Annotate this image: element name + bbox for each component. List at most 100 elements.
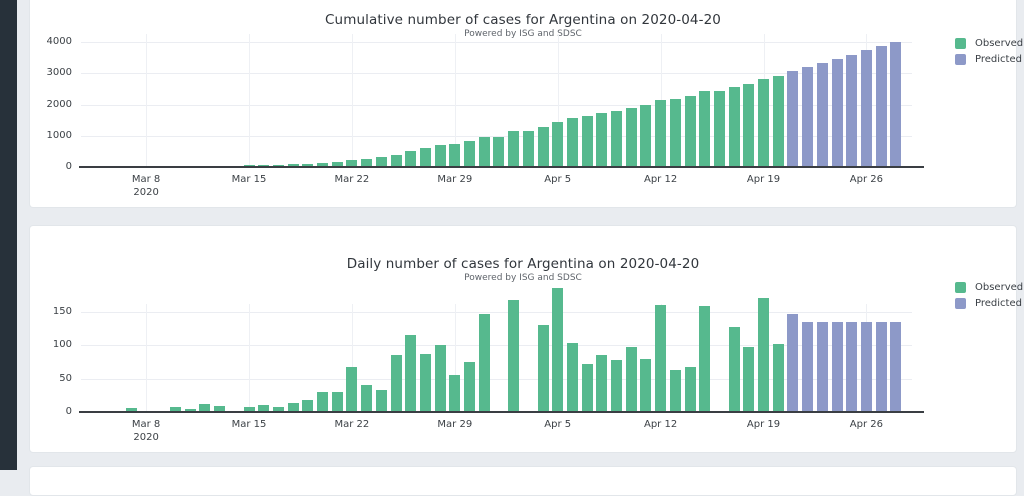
bar-observed[interactable] <box>685 367 696 412</box>
bar-predicted[interactable] <box>890 42 901 167</box>
bar-observed[interactable] <box>729 87 740 167</box>
bar-observed[interactable] <box>773 76 784 167</box>
daily-chart-card: Daily number of cases for Argentina on 2… <box>29 225 1017 453</box>
bar-observed[interactable] <box>405 335 416 412</box>
bar-observed[interactable] <box>640 105 651 167</box>
bar-observed[interactable] <box>596 355 607 412</box>
bar-predicted[interactable] <box>890 322 901 412</box>
bar-observed[interactable] <box>552 288 563 412</box>
bar-observed[interactable] <box>449 375 460 412</box>
y-axis-tick-label: 150 <box>30 306 72 318</box>
y-axis-tick-label: 1000 <box>30 130 72 142</box>
bar-observed[interactable] <box>435 145 446 167</box>
bar-predicted[interactable] <box>817 322 828 412</box>
bar-observed[interactable] <box>743 347 754 412</box>
x-axis-tick-label: Apr 26 <box>836 419 896 431</box>
bar-observed[interactable] <box>640 359 651 412</box>
x-gridline <box>352 34 353 167</box>
bar-observed[interactable] <box>685 96 696 167</box>
x-axis-tick-label: Mar 22 <box>322 174 382 186</box>
x-axis-tick-label: Apr 12 <box>631 419 691 431</box>
bar-observed[interactable] <box>655 305 666 412</box>
bar-observed[interactable] <box>567 118 578 167</box>
x-gridline <box>249 304 250 412</box>
bar-observed[interactable] <box>435 345 446 412</box>
bar-observed[interactable] <box>626 108 637 167</box>
bar-predicted[interactable] <box>787 314 798 412</box>
x-axis-tick-label: Mar 29 <box>425 174 485 186</box>
bar-observed[interactable] <box>567 343 578 412</box>
x-axis-tick-label: Apr 12 <box>631 174 691 186</box>
bar-observed[interactable] <box>670 370 681 412</box>
bar-observed[interactable] <box>391 355 402 412</box>
bar-predicted[interactable] <box>876 322 887 412</box>
x-axis-tick-label: Apr 19 <box>734 419 794 431</box>
bar-observed[interactable] <box>699 306 710 412</box>
bar-observed[interactable] <box>332 392 343 412</box>
bar-observed[interactable] <box>464 362 475 412</box>
x-axis-line <box>79 166 924 168</box>
bar-observed[interactable] <box>699 91 710 167</box>
bar-observed[interactable] <box>317 392 328 412</box>
bar-observed[interactable] <box>758 298 769 412</box>
bar-observed[interactable] <box>538 127 549 167</box>
y-axis-tick-label: 0 <box>30 406 72 418</box>
bar-observed[interactable] <box>655 100 666 167</box>
bar-observed[interactable] <box>479 314 490 412</box>
bar-observed[interactable] <box>493 137 504 167</box>
bar-observed[interactable] <box>611 111 622 167</box>
bar-observed[interactable] <box>420 148 431 167</box>
bar-observed[interactable] <box>405 151 416 167</box>
x-axis-tick-sublabel: 2020 <box>116 187 176 199</box>
bar-observed[interactable] <box>626 347 637 412</box>
bar-observed[interactable] <box>479 137 490 167</box>
bar-predicted[interactable] <box>846 322 857 412</box>
bar-observed[interactable] <box>582 116 593 167</box>
bar-observed[interactable] <box>670 99 681 168</box>
bar-observed[interactable] <box>611 360 622 412</box>
cumulative-chart-card: Cumulative number of cases for Argentina… <box>29 0 1017 208</box>
y-gridline <box>81 312 912 313</box>
bar-observed[interactable] <box>538 325 549 412</box>
y-axis-tick-label: 3000 <box>30 67 72 79</box>
bar-observed[interactable] <box>714 91 725 167</box>
x-axis-tick-sublabel: 2020 <box>116 432 176 444</box>
bar-predicted[interactable] <box>832 322 843 412</box>
bar-observed[interactable] <box>743 84 754 167</box>
bar-predicted[interactable] <box>787 71 798 167</box>
bar-observed[interactable] <box>729 327 740 412</box>
bar-predicted[interactable] <box>861 322 872 412</box>
y-axis-tick-label: 50 <box>30 373 72 385</box>
bar-observed[interactable] <box>361 385 372 412</box>
bar-observed[interactable] <box>376 390 387 412</box>
x-axis-tick-label: Apr 5 <box>528 419 588 431</box>
bar-predicted[interactable] <box>861 50 872 167</box>
bar-observed[interactable] <box>596 113 607 167</box>
x-axis-tick-label: Mar 15 <box>219 174 279 186</box>
bar-observed[interactable] <box>464 141 475 167</box>
bar-predicted[interactable] <box>846 55 857 167</box>
bar-predicted[interactable] <box>802 322 813 412</box>
bar-observed[interactable] <box>346 367 357 412</box>
bar-observed[interactable] <box>508 131 519 167</box>
bar-predicted[interactable] <box>802 67 813 167</box>
x-axis-line <box>79 411 924 413</box>
bar-predicted[interactable] <box>832 59 843 167</box>
bar-observed[interactable] <box>552 122 563 167</box>
x-axis-tick-label: Mar 8 <box>116 419 176 431</box>
x-axis-tick-label: Apr 5 <box>528 174 588 186</box>
x-axis-tick-label: Mar 29 <box>425 419 485 431</box>
bar-observed[interactable] <box>582 364 593 412</box>
bar-predicted[interactable] <box>817 63 828 167</box>
bar-observed[interactable] <box>523 131 534 167</box>
bar-predicted[interactable] <box>876 46 887 167</box>
y-axis-tick-label: 4000 <box>30 36 72 48</box>
x-axis-tick-label: Apr 19 <box>734 174 794 186</box>
bar-observed[interactable] <box>773 344 784 412</box>
bar-observed[interactable] <box>758 79 769 167</box>
bar-observed[interactable] <box>508 300 519 412</box>
bar-observed[interactable] <box>449 144 460 167</box>
bar-observed[interactable] <box>420 354 431 412</box>
y-axis-tick-label: 100 <box>30 339 72 351</box>
